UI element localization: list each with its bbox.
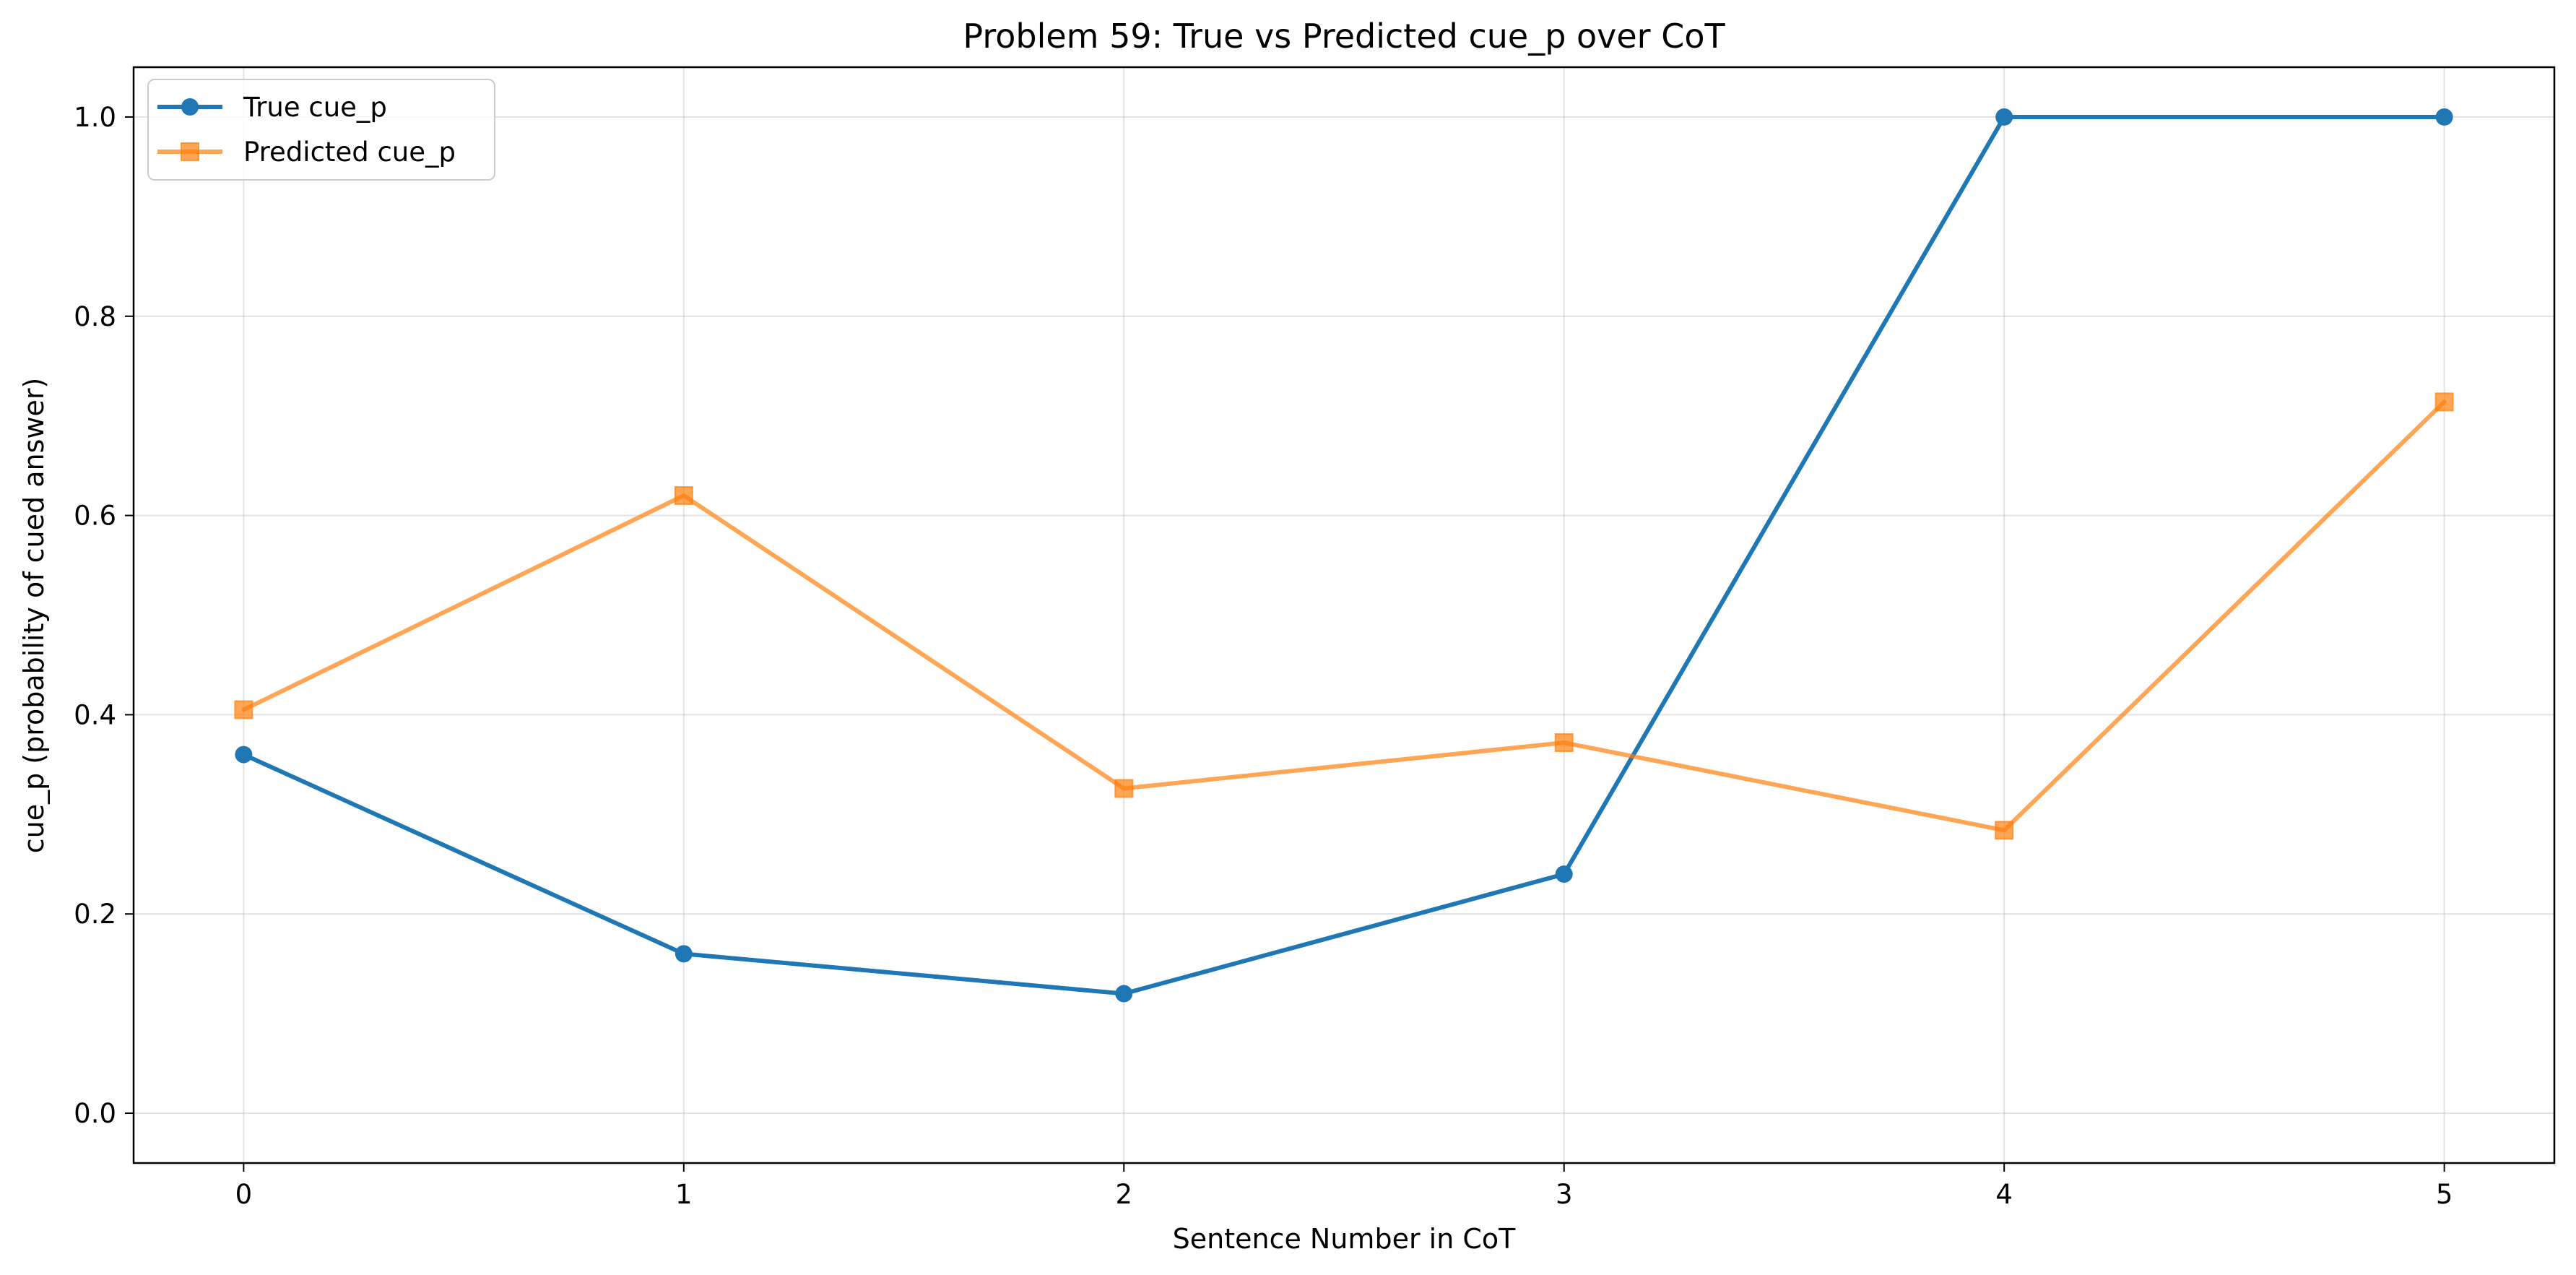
axis-ticks: 0 1 2 3 4 5 0.0 0.2 0.4 0.6 0.8 1.0 xyxy=(74,102,2453,1210)
data-point xyxy=(1115,985,1133,1003)
x-tick-label: 1 xyxy=(675,1179,693,1210)
data-point xyxy=(675,945,693,963)
data-point xyxy=(2434,392,2454,412)
legend: True cue_p Predicted cue_p xyxy=(147,79,495,181)
y-axis-label: cue_p (probability of cued answer) xyxy=(18,378,50,854)
data-point xyxy=(234,700,253,719)
data-point xyxy=(1554,733,1574,753)
x-axis-label: Sentence Number in CoT xyxy=(1173,1223,1517,1255)
y-tick-label: 0.0 xyxy=(74,1098,116,1129)
series-predicted xyxy=(234,392,2454,840)
chart-title: Problem 59: True vs Predicted cue_p over… xyxy=(963,17,1725,56)
data-point xyxy=(235,745,253,764)
y-tick-label: 0.6 xyxy=(74,501,116,532)
x-tick-label: 5 xyxy=(2436,1179,2453,1210)
series-line xyxy=(241,399,2447,833)
data-point xyxy=(1114,779,1134,798)
data-point xyxy=(1995,821,2014,840)
data-point xyxy=(1995,108,2013,126)
data-point xyxy=(674,486,693,506)
series-layer xyxy=(234,108,2454,1003)
x-tick-label: 0 xyxy=(235,1179,253,1210)
gridlines xyxy=(134,67,2554,1163)
y-tick-label: 0.4 xyxy=(74,699,116,730)
data-point xyxy=(2435,108,2453,126)
plot-frame xyxy=(132,66,2556,1164)
legend-marker-predicted xyxy=(181,142,199,161)
x-tick-label: 2 xyxy=(1115,1179,1132,1210)
series-line xyxy=(241,114,2447,996)
legend-label-true: True cue_p xyxy=(243,92,387,123)
y-tick-label: 0.8 xyxy=(74,301,116,332)
x-tick-label: 4 xyxy=(1995,1179,2013,1210)
series-true xyxy=(235,108,2453,1003)
data-point xyxy=(1555,865,1573,883)
y-tick-label: 0.2 xyxy=(74,899,116,930)
legend-box xyxy=(147,79,495,181)
legend-marker-true xyxy=(181,98,199,116)
legend-label-predicted: Predicted cue_p xyxy=(243,137,456,168)
x-tick-label: 3 xyxy=(1556,1179,1573,1210)
y-tick-label: 1.0 xyxy=(74,102,116,133)
